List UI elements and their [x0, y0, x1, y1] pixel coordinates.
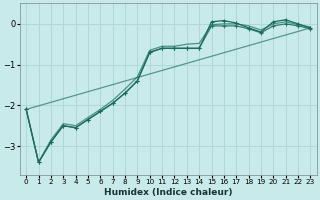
X-axis label: Humidex (Indice chaleur): Humidex (Indice chaleur) — [104, 188, 233, 197]
